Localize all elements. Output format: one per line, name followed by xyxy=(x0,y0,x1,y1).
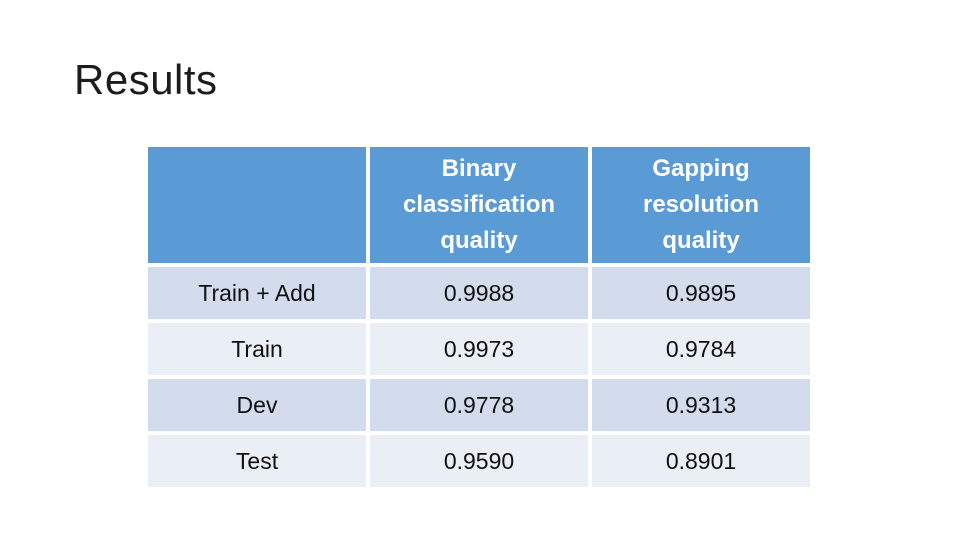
page-title: Results xyxy=(74,56,218,103)
row-label-dev: Dev xyxy=(148,379,366,431)
row-label-test: Test xyxy=(148,435,366,487)
cell-dev-binary: 0.9778 xyxy=(370,379,588,431)
cell-dev-gapping: 0.9313 xyxy=(592,379,810,431)
cell-train-binary: 0.9973 xyxy=(370,323,588,375)
cell-test-gapping: 0.8901 xyxy=(592,435,810,487)
cell-test-binary: 0.9590 xyxy=(370,435,588,487)
cell-train-add-binary: 0.9988 xyxy=(370,267,588,319)
row-label-train-add: Train + Add xyxy=(148,267,366,319)
results-table: Binary classification quality Gapping re… xyxy=(148,147,810,487)
cell-train-gapping: 0.9784 xyxy=(592,323,810,375)
row-label-train: Train xyxy=(148,323,366,375)
header-cell-binary-classification-quality: Binary classification quality xyxy=(370,147,588,263)
header-cell-empty xyxy=(148,147,366,263)
header-cell-gapping-resolution-quality: Gapping resolution quality xyxy=(592,147,810,263)
cell-train-add-gapping: 0.9895 xyxy=(592,267,810,319)
